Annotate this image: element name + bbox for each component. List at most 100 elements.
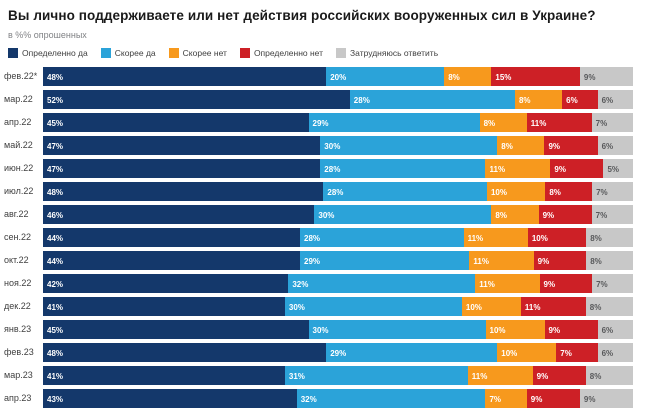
segment-value-label: 8%	[518, 96, 531, 105]
bar-segment: 11%	[467, 366, 533, 385]
chart-row: мар.23 41% 31% 11% 9% 8%	[0, 366, 633, 385]
row-label: сен.22	[4, 232, 31, 242]
segment-value-label: 52%	[47, 96, 64, 105]
segment-value-label: 28%	[353, 96, 370, 105]
bar-segment: 11%	[475, 274, 540, 293]
bar-segment: 47%	[43, 136, 321, 155]
row-label: дек.22	[4, 301, 31, 311]
segment-value-label: 6%	[566, 96, 578, 105]
bar-segment: 48%	[43, 343, 327, 362]
segment-value-label: 28%	[304, 234, 321, 243]
legend-label: Определенно да	[22, 48, 88, 58]
legend-label: Затрудняюсь ответить	[350, 48, 439, 58]
bar-segment: 45%	[43, 113, 309, 132]
segment-value-label: 8%	[590, 234, 602, 243]
segment-value-label: 30%	[318, 211, 335, 220]
legend-item: Определенно да	[8, 48, 88, 58]
segment-value-label: 11%	[479, 280, 495, 289]
segment-value-label: 10%	[531, 234, 548, 243]
bar-segment: 29%	[326, 343, 498, 362]
bar-segment: 48%	[43, 67, 327, 86]
bar-segment: 10%	[461, 297, 521, 316]
segment-value-label: 7%	[595, 119, 608, 128]
bar-segment: 8%	[514, 90, 563, 109]
bar-segment: 28%	[300, 228, 464, 247]
legend-swatch-icon	[336, 48, 347, 58]
legend-item: Определенно нет	[239, 48, 323, 58]
segment-value-label: 8%	[501, 142, 513, 151]
bar-segment: 28%	[320, 159, 486, 178]
bar-segment: 9%	[544, 320, 598, 339]
segment-value-label: 31%	[288, 372, 305, 381]
bar-segment: 11%	[469, 251, 534, 270]
bar-segment: 7%	[485, 389, 527, 408]
segment-value-label: 8%	[448, 73, 460, 82]
bar-segment: 15%	[491, 67, 580, 86]
bar-segment: 9%	[526, 389, 580, 408]
stacked-bar: 45% 29% 8% 11% 7%	[43, 113, 633, 132]
stacked-bar: 48% 29% 10% 7% 6%	[43, 343, 633, 362]
chart-row: май.22 47% 30% 8% 9% 6%	[0, 136, 633, 155]
segment-value-label: 7%	[596, 188, 608, 197]
bar-segment: 7%	[592, 274, 633, 293]
row-label: янв.23	[4, 324, 32, 334]
segment-value-label: 28%	[324, 165, 341, 174]
bar-segment: 7%	[592, 182, 633, 201]
bar-segment: 30%	[314, 205, 492, 224]
bar-segment: 32%	[288, 274, 476, 293]
bar-segment: 8%	[497, 136, 545, 155]
bar-segment: 44%	[43, 228, 301, 247]
bar-segment: 32%	[296, 389, 486, 408]
bar-segment: 41%	[43, 297, 285, 316]
segment-value-label: 42%	[47, 280, 64, 289]
segment-value-label: 45%	[47, 326, 64, 335]
segment-value-label: 29%	[312, 119, 329, 128]
segment-value-label: 6%	[601, 349, 614, 358]
row-label: апр.22	[4, 117, 32, 127]
chart-row: окт.22 44% 29% 11% 9% 8%	[0, 251, 633, 270]
bar-segment: 6%	[597, 343, 633, 362]
bar-segment: 30%	[284, 297, 462, 316]
stacked-bar: 41% 31% 11% 9% 8%	[43, 366, 633, 385]
chart-row: янв.23 45% 30% 10% 9% 6%	[0, 320, 633, 339]
row-label: июн.22	[4, 163, 34, 173]
chart-title: Вы лично поддерживаете или нет действия …	[8, 8, 596, 23]
bar-segment: 47%	[43, 159, 321, 178]
segment-value-label: 11%	[530, 119, 547, 128]
bar-segment: 29%	[300, 251, 470, 270]
segment-value-label: 11%	[473, 257, 489, 266]
bar-segment: 9%	[533, 251, 587, 270]
stacked-bar: 44% 28% 11% 10% 8%	[43, 228, 633, 247]
bar-segment: 6%	[597, 90, 633, 109]
segment-value-label: 9%	[530, 395, 543, 404]
bar-segment: 30%	[308, 320, 486, 339]
segment-value-label: 32%	[300, 395, 317, 404]
legend-swatch-icon	[100, 48, 111, 58]
bar-segment: 31%	[284, 366, 468, 385]
bar-segment: 8%	[586, 228, 633, 247]
segment-value-label: 7%	[560, 349, 572, 358]
chart-row: июл.22 48% 28% 10% 8% 7%	[0, 182, 633, 201]
segment-value-label: 48%	[47, 73, 64, 82]
bar-segment: 9%	[544, 136, 598, 155]
chart-row: апр.23 43% 32% 7% 9% 9%	[0, 389, 633, 408]
bar-segment: 8%	[585, 366, 633, 385]
segment-value-label: 45%	[47, 119, 64, 128]
legend-label: Скорее да	[114, 48, 156, 58]
row-label: мар.23	[4, 370, 33, 380]
legend-swatch-icon	[168, 48, 179, 58]
bar-segment: 52%	[43, 90, 350, 109]
segment-value-label: 9%	[554, 165, 566, 174]
stacked-bar: 46% 30% 8% 9% 7%	[43, 205, 633, 224]
segment-value-label: 10%	[501, 349, 518, 358]
bar-segment: 20%	[326, 67, 445, 86]
chart-row: фев.23 48% 29% 10% 7% 6%	[0, 343, 633, 362]
segment-value-label: 32%	[292, 280, 309, 289]
segment-value-label: 9%	[583, 395, 596, 404]
stacked-bar: 52% 28% 8% 6% 6%	[43, 90, 633, 109]
legend-label: Скорее нет	[182, 48, 227, 58]
segment-value-label: 11%	[489, 165, 506, 174]
chart-row: июн.22 47% 28% 11% 9% 5%	[0, 159, 633, 178]
segment-value-label: 6%	[601, 326, 614, 335]
segment-value-label: 10%	[465, 303, 482, 312]
